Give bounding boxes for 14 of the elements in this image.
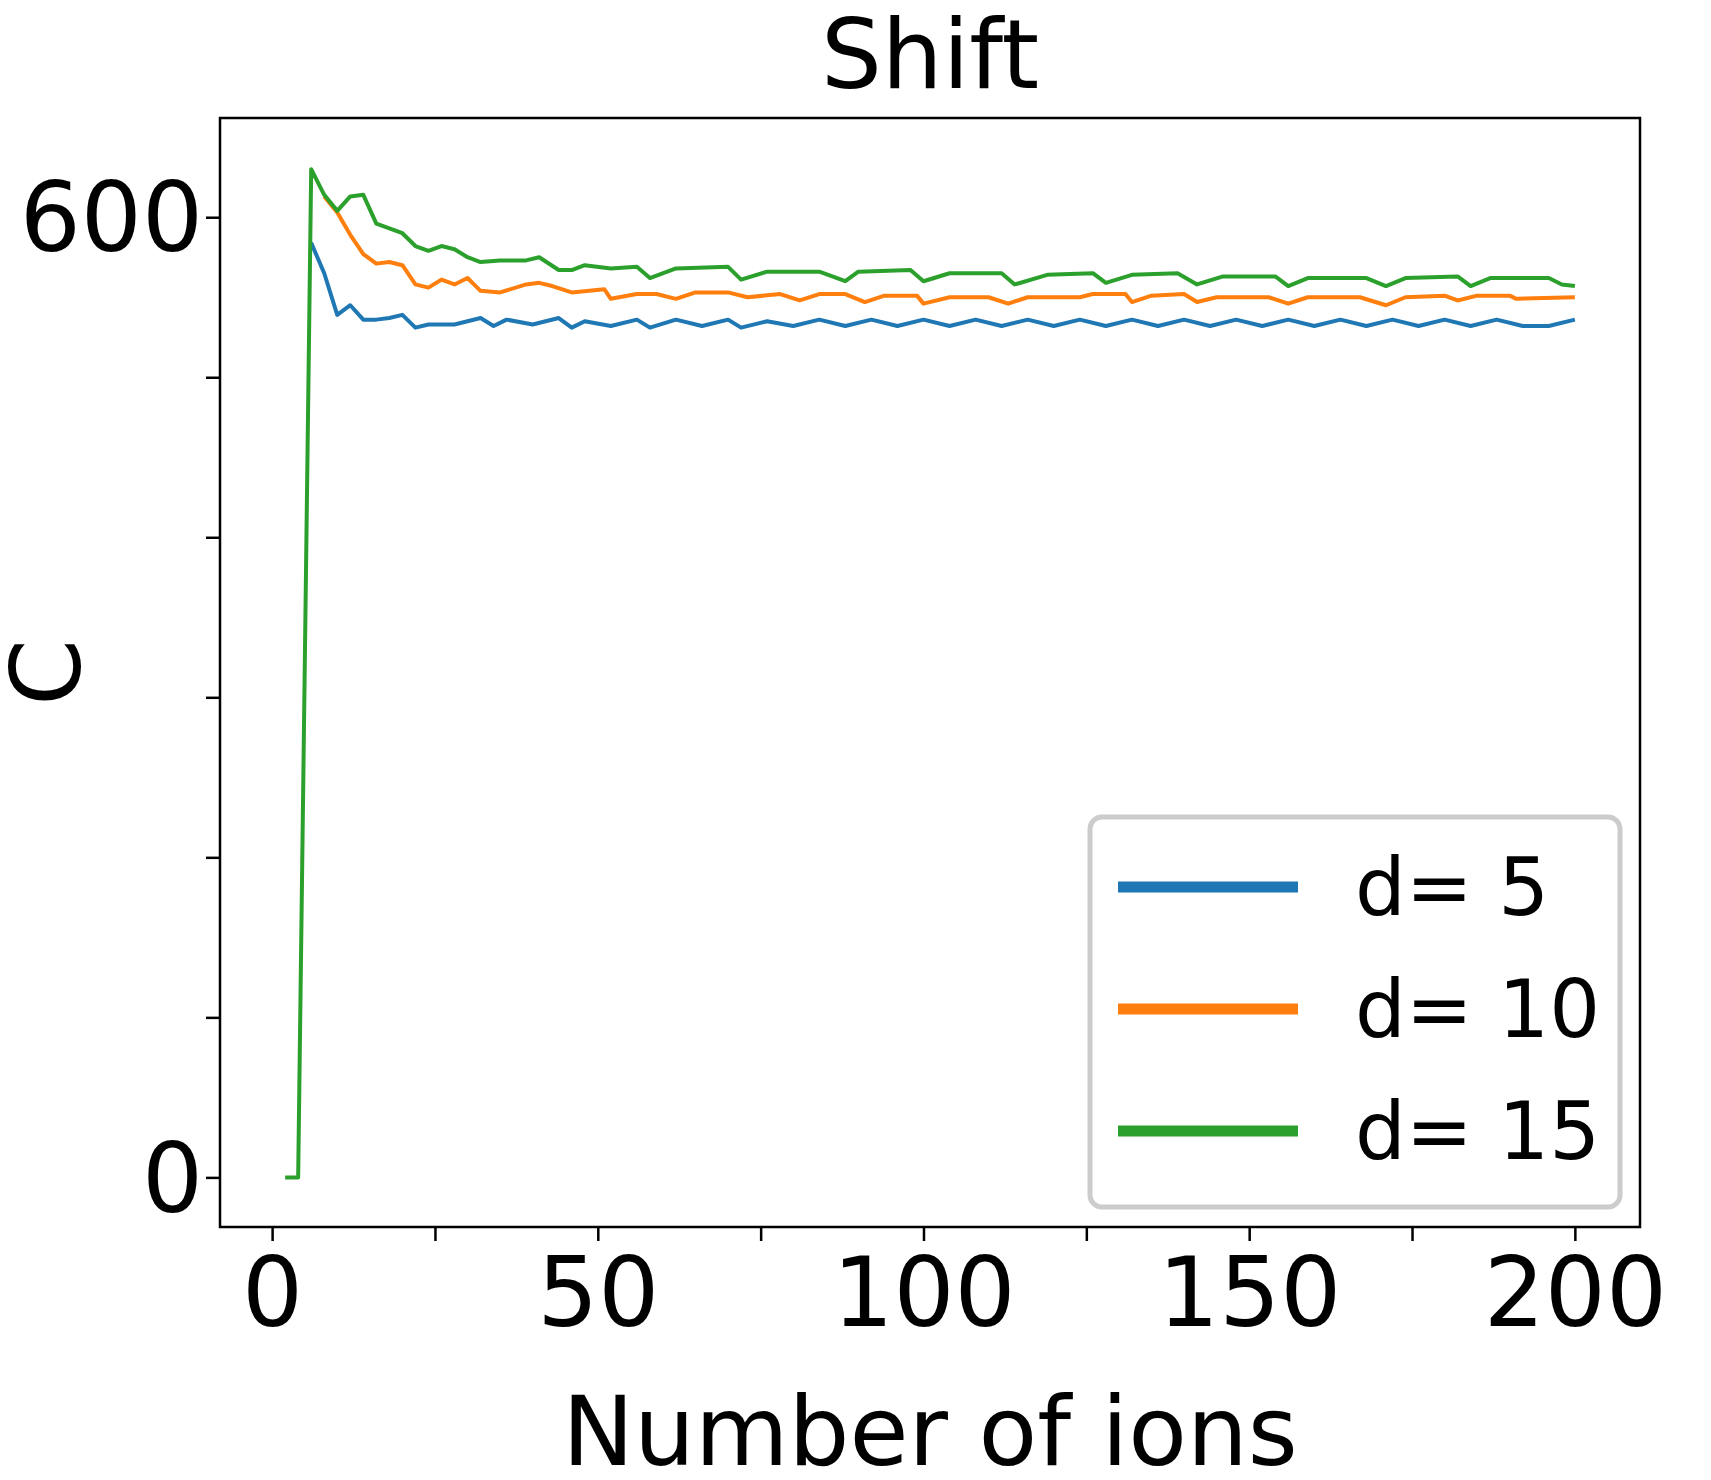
y-axis-title: C xyxy=(0,638,103,707)
x-tick-label: 0 xyxy=(242,1236,304,1349)
x-tick-label: 50 xyxy=(537,1236,660,1349)
legend-label: d= 15 xyxy=(1355,1085,1601,1178)
legend-label: d= 5 xyxy=(1355,841,1550,934)
x-tick-label: 150 xyxy=(1158,1236,1342,1349)
x-axis-title: Number of ions xyxy=(562,1376,1298,1480)
line-series xyxy=(322,194,1577,308)
legend-label: d= 10 xyxy=(1355,963,1601,1056)
x-tick-label: 100 xyxy=(832,1236,1016,1349)
x-tick-label: 200 xyxy=(1483,1236,1667,1349)
chart-title: Shift xyxy=(820,0,1040,111)
y-tick-label: 600 xyxy=(19,162,203,275)
line-series xyxy=(309,240,1577,330)
